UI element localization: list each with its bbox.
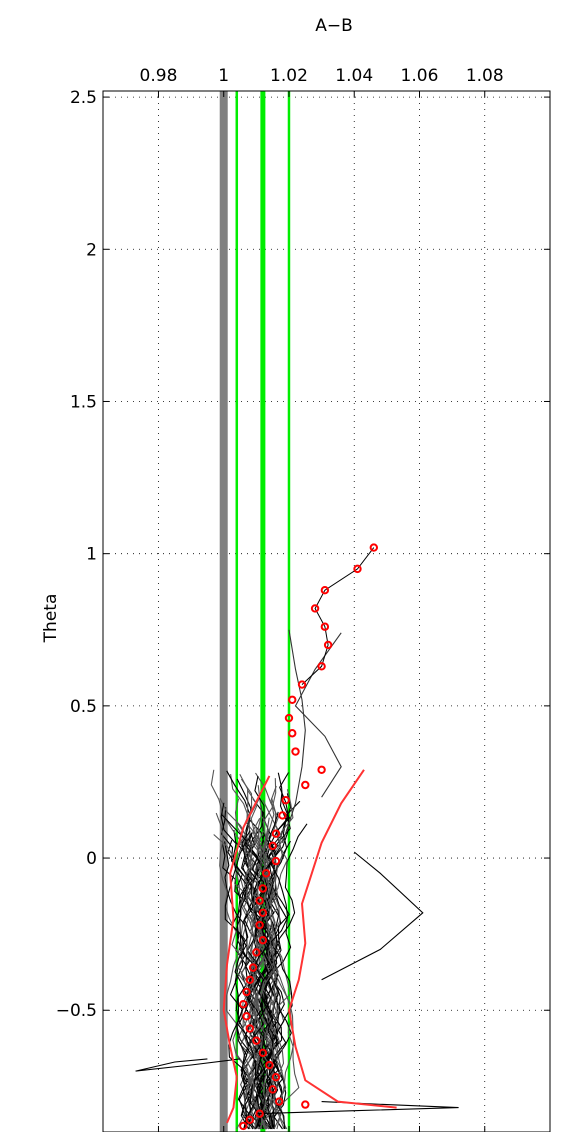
mean-profile-point [291,747,300,756]
mean-profile-point [317,662,326,671]
y-tick-label: 1.5 [70,392,97,412]
mean-profile-point [258,908,268,918]
mean-profile-point [278,811,287,820]
ensemble-profiles [135,629,459,1130]
y-tick-label: 0.5 [70,697,97,717]
x-tick-label: 1.08 [466,66,504,86]
mean-profile-point [271,829,281,838]
x-tick-label: 0.98 [140,66,178,86]
mean-profile-point [317,765,326,774]
x-tick-label: 1 [218,66,229,86]
x-tick-label: 1.02 [270,66,308,86]
mean-profile-point [265,1060,274,1070]
mean-profile-point [288,695,297,704]
ensemble-line [249,778,277,1130]
x-tick-label: 1.06 [401,66,439,86]
ensemble-line [245,816,276,1130]
mean-profile-point [252,1036,261,1045]
mean-profile-point [255,896,264,905]
mean-profile-point [258,1048,268,1058]
ensemble-line [221,843,280,1130]
mean-profile-point [301,780,310,790]
mean-profile-point [320,622,330,631]
mean-profile-point [248,963,258,972]
plot-frame [102,90,551,1132]
mean-profile-point [353,564,362,574]
y-tick-label: −0.5 [56,1001,97,1021]
ensemble-line [215,812,274,1130]
mean-profile-point [239,999,248,1009]
ensemble-line [266,789,295,1130]
y-tick-label: 2 [86,240,97,260]
mean-profile-point [271,856,281,866]
y-axis-title: Theta [41,594,61,644]
mean-profile-point [297,680,307,689]
mean-profile-point [281,796,290,805]
spread-bounds [222,769,397,1124]
ensemble-line [245,830,275,1130]
mean-profile-point [271,1073,281,1082]
mean-profile-point [320,585,330,595]
mean-profile-point [323,640,333,650]
ensemble-line [321,851,424,981]
lower-bound-line [222,775,271,1124]
mean-profile-point [284,713,294,723]
mean-profile-point [369,543,379,552]
mean-profile-point [261,869,271,878]
mean-profile-point [288,729,297,738]
mean-profile-point [301,1100,310,1109]
mean-profile-point [258,936,268,945]
ensemble-line [221,814,286,1130]
mean-profile-point [258,884,268,893]
ensemble-line [240,778,283,1130]
mean-profile-point [268,841,277,851]
mean-profile-point [242,1012,251,1021]
mean-profile-point [255,920,264,930]
grid-lines [103,91,550,1132]
x-axis-title: A−B [315,16,353,36]
mean-profile-point [268,1085,277,1094]
mean-profile-point [252,948,261,957]
ensemble-line [227,840,287,1130]
axis-ticks: 0.98 1 1.02 1.04 1.06 1.08 −0.5 0 0.5 1 1.5 2 2.5 [56,66,550,1132]
upper-bound-line [287,769,397,1109]
mean-profile-point [255,1109,264,1118]
y-tick-label: 2.5 [70,88,97,108]
mean-profile [239,543,379,1131]
y-tick-label: 1 [86,545,97,565]
mean-profile-point [245,1115,255,1125]
x-tick-label: 1.04 [335,66,373,86]
mean-profile-point [310,604,320,613]
ensemble-line [281,629,306,843]
mean-profile-point [239,1121,248,1131]
mean-profile-point [242,987,251,997]
mean-profile-point [274,1097,284,1106]
mean-profile-point [245,975,255,985]
mean-profile-point [245,1024,255,1033]
y-tick-label: 0 [86,849,97,869]
ensemble-line [219,797,281,1130]
ensemble-line [135,1058,241,1072]
